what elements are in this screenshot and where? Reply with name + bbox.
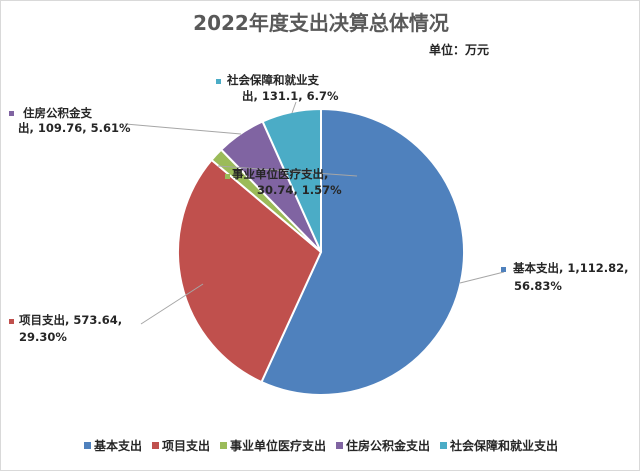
pie-chart: 基本支出, 1,112.82, 56.83% 项目支出, 573.64, 29.30%… [9, 73, 629, 396]
legend-item-2: 项目支出 [151, 437, 210, 454]
leader-line-1 [459, 271, 505, 284]
label-marker-1 [501, 267, 506, 272]
data-label-2-line-1: 项目支出, 573.64, [19, 313, 122, 327]
data-label-3-line-1: 事业单位医疗支出, [232, 167, 328, 181]
legend-swatch-3 [219, 442, 227, 449]
data-label-4-line-1: 住房公积金支 [23, 106, 92, 120]
legend-item-3: 事业单位医疗支出 [219, 437, 326, 454]
legend-label-3: 事业单位医疗支出 [229, 439, 326, 453]
data-label-5-line-2: 出, 131.1, 6.7% [242, 89, 339, 103]
legend-item-1: 基本支出 [83, 437, 142, 454]
legend-swatch-1 [83, 442, 91, 449]
data-label-1-line-1: 基本支出, 1,112.82, [512, 261, 629, 275]
label-marker-4 [9, 111, 14, 116]
legend-label-5: 社会保障和就业支出 [450, 439, 559, 453]
label-marker-3 [225, 174, 230, 179]
leader-line-2 [140, 283, 204, 325]
unit-label: 单位：万元 [428, 43, 489, 57]
legend-label-1: 基本支出 [93, 439, 142, 453]
label-marker-2 [9, 319, 14, 324]
leader-line-5 [291, 101, 297, 114]
data-label-3-line-2: 30.74, 1.57% [257, 183, 342, 197]
legend-item-5: 社会保障和就业支出 [440, 437, 558, 454]
data-label-5-line-1: 社会保障和就业支 [226, 73, 319, 87]
leader-line-4 [124, 123, 242, 135]
legend-item-4: 住房公积金支出 [336, 437, 430, 454]
legend-swatch-4 [336, 442, 343, 449]
pie-slice-5 [261, 107, 322, 253]
leader-line-3 [217, 165, 358, 177]
chart-title: 2022年度支出决算总体情况 [193, 11, 449, 35]
label-marker-5 [216, 79, 221, 84]
pie-slice-2 [177, 158, 323, 384]
data-label-2-line-2: 29.30% [19, 330, 67, 344]
chart-legend: 基本支出 项目支出 事业单位医疗支出 住房公积金支出 社会保障和就业支出 [1, 437, 639, 454]
legend-swatch-5 [440, 442, 448, 449]
legend-swatch-2 [151, 442, 159, 449]
data-label-4-line-2: 出, 109.76, 5.61% [18, 121, 131, 135]
data-label-1-line-2: 56.83% [514, 279, 562, 293]
legend-label-4: 住房公积金支出 [346, 439, 431, 453]
legend-label-2: 项目支出 [161, 439, 210, 453]
